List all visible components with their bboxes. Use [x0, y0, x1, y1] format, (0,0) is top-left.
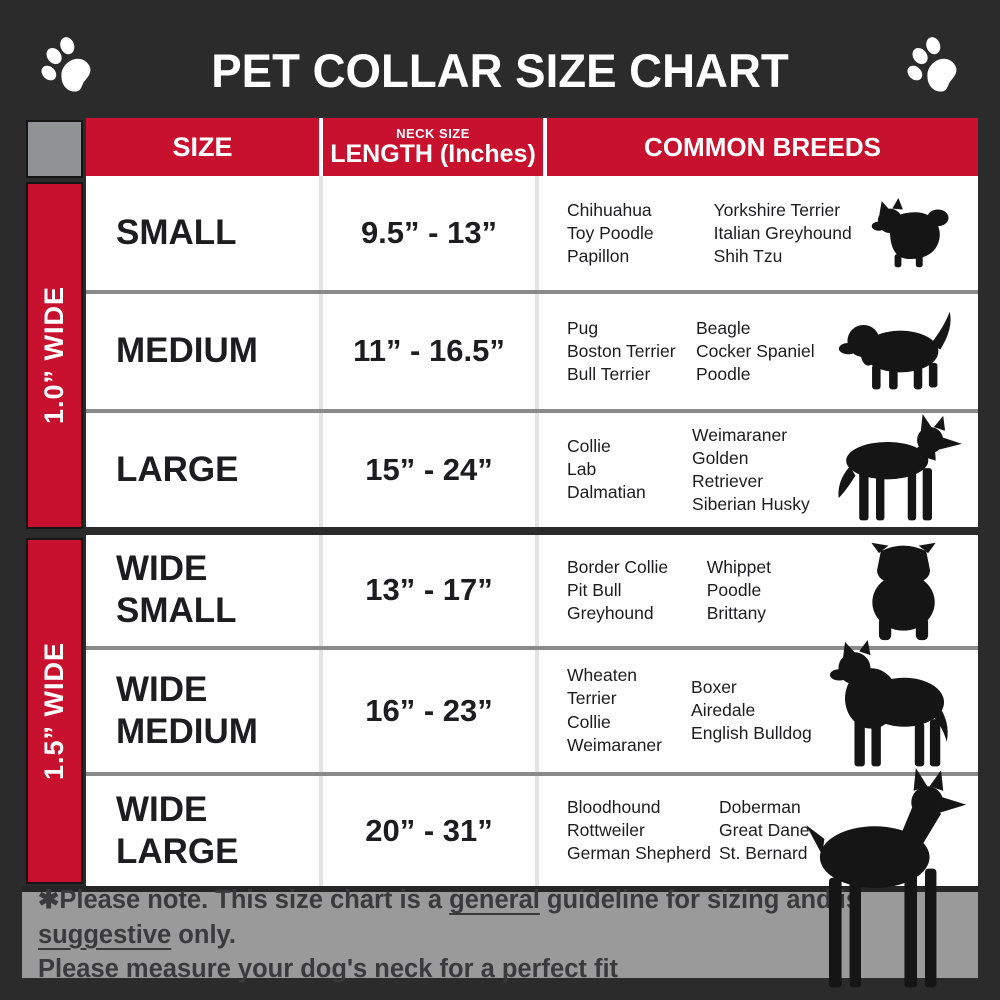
chart-header: PET COLLAR SIZE CHART — [22, 22, 978, 118]
table-row-wide-small: WIDE SMALL 13” - 17” Border Collie Pit B… — [86, 535, 978, 646]
breeds-list: Boxer Airedale English Bulldog — [691, 676, 812, 744]
section-1-5-wide: WIDE SMALL 13” - 17” Border Collie Pit B… — [86, 535, 978, 987]
table-content: SIZE NECK SIZE LENGTH (Inches) COMMON BR… — [86, 118, 978, 987]
size-label: LARGE — [116, 449, 239, 489]
column-header-size: SIZE — [86, 118, 319, 176]
size-label: WIDE MEDIUM — [116, 669, 258, 751]
column-header-row: SIZE NECK SIZE LENGTH (Inches) COMMON BR… — [86, 118, 978, 176]
breeds-cell: Chihuahua Toy Poodle Papillon Yorkshire … — [539, 195, 978, 271]
size-label: SMALL — [116, 213, 237, 253]
breeds-cell: Wheaten Terrier Collie Weimaraner Boxer … — [539, 639, 978, 772]
band-1-0-wide: 1.0” WIDE — [26, 182, 83, 529]
neck-size-sublabel: NECK SIZE — [396, 126, 470, 142]
underlined-word: general — [449, 886, 540, 915]
neck-length-value: 9.5” - 13” — [319, 176, 539, 291]
column-header-breeds: COMMON BREEDS — [547, 118, 978, 176]
band-label: 1.0” WIDE — [39, 286, 69, 425]
shepherd-silhouette-icon — [838, 413, 962, 521]
neck-length-value: 13” - 17” — [319, 535, 539, 646]
doberman-silhouette-icon — [806, 767, 967, 987]
table-row-medium: MEDIUM 11” - 16.5” Pug Boston Terrier Bu… — [86, 290, 978, 409]
breeds-list: Weimaraner Golden Retriever Siberian Hus… — [692, 424, 810, 514]
breeds-list: Doberman Great Dane St. Bernard — [719, 797, 810, 864]
neck-length-value: 20” - 31” — [319, 775, 539, 886]
bulldog-silhouette-icon — [871, 542, 936, 641]
neck-length-value: 15” - 24” — [319, 412, 539, 527]
section-divider — [86, 527, 978, 535]
table-row-large: LARGE 15” - 24” Collie Lab Dalmatian Wei… — [86, 408, 978, 527]
size-label: WIDE LARGE — [116, 789, 239, 871]
footer-note: ✱Please note. This size chart is a gener… — [22, 886, 978, 983]
size-label: WIDE SMALL — [116, 549, 237, 631]
beagle-silhouette-icon — [838, 312, 951, 390]
table-row-wide-medium: WIDE MEDIUM 16” - 23” Wheaten Terrier Co… — [86, 639, 978, 772]
footer-note-line2: Please measure your dog's neck for a per… — [38, 955, 619, 984]
breeds-list: Bloodhound Rottweiler German Shepherd — [567, 797, 711, 864]
paw-icon — [907, 37, 957, 92]
breeds-list: Whippet Poodle Brittany — [706, 556, 771, 623]
band-label: 1.5” WIDE — [39, 641, 69, 780]
breeds-list: Yorkshire Terrier Italian Greyhound Shih… — [713, 199, 852, 266]
breeds-list: Beagle Cocker Spaniel Poodle — [695, 317, 815, 385]
breeds-list: Collie Lab Dalmatian — [567, 436, 646, 503]
table-rows: SMALL 9.5” - 13” Chihuahua Toy Poodle Pa… — [86, 176, 978, 987]
breeds-cell: Bloodhound Rottweiler German Shepherd Do… — [539, 767, 978, 987]
neck-length-value: 16” - 23” — [319, 649, 539, 772]
page-title: PET COLLAR SIZE CHART — [211, 43, 789, 97]
pitbull-silhouette-icon — [829, 639, 948, 766]
breeds-list: Pug Boston Terrier Bull Terrier — [567, 317, 676, 385]
breeds-cell: Collie Lab Dalmatian Weimaraner Golden R… — [539, 413, 978, 526]
table-row-small: SMALL 9.5” - 13” Chihuahua Toy Poodle Pa… — [86, 176, 978, 291]
breeds-list: Wheaten Terrier Collie Weimaraner — [567, 665, 662, 755]
column-header-length: NECK SIZE LENGTH (Inches) — [323, 118, 543, 176]
band-divider — [22, 531, 86, 536]
size-label: MEDIUM — [116, 331, 258, 371]
table-row-wide-large: WIDE LARGE 20” - 31” Bloodhound Rottweil… — [86, 767, 978, 987]
neck-length-value: 11” - 16.5” — [319, 294, 539, 409]
size-table: 1.0” WIDE 1.5” WIDE SIZE NECK SIZE LENGT… — [22, 118, 978, 987]
length-label: LENGTH (Inches) — [330, 139, 536, 168]
footer-note-line1: ✱Please note. This size chart is a gener… — [38, 886, 861, 949]
corner-block — [26, 120, 83, 178]
paw-icon — [41, 37, 91, 92]
collar-width-band-column: 1.0” WIDE 1.5” WIDE — [22, 118, 86, 886]
section-1-0-wide: SMALL 9.5” - 13” Chihuahua Toy Poodle Pa… — [86, 176, 978, 527]
underlined-word: suggestive — [38, 920, 172, 949]
breeds-list: Border Collie Pit Bull Greyhound — [567, 556, 669, 623]
band-1-5-wide: 1.5” WIDE — [26, 537, 83, 884]
breeds-cell: Border Collie Pit Bull Greyhound Whippet… — [539, 538, 978, 642]
pomeranian-silhouette-icon — [871, 198, 949, 268]
breeds-cell: Pug Boston Terrier Bull Terrier Beagle C… — [539, 306, 978, 396]
band-stack: 1.0” WIDE 1.5” WIDE — [22, 180, 86, 886]
breeds-list: Chihuahua Toy Poodle Papillon — [567, 199, 654, 266]
